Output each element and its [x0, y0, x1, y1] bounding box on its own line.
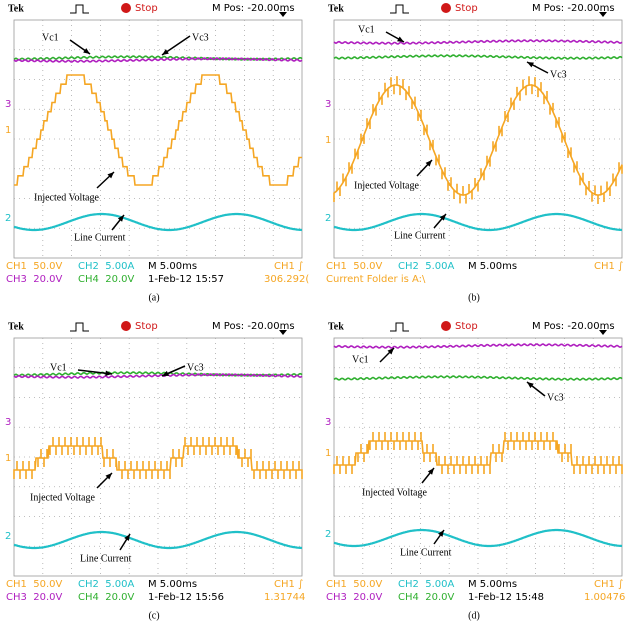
channel-marker: 3 [325, 99, 331, 110]
injected-label: Injected Voltage [30, 492, 95, 503]
trigger-icon [390, 323, 409, 331]
vc1-label: Vc1 [50, 362, 67, 373]
trigger-setting: CH1 ∫ [274, 579, 303, 590]
stop-dot [441, 3, 451, 13]
channel-marker: 2 [325, 529, 331, 540]
brand: Tek [328, 321, 344, 332]
injected-label: Injected Voltage [362, 487, 427, 498]
brand: Tek [328, 3, 344, 14]
trigger-arrow [599, 330, 607, 335]
trigger-icon [70, 323, 89, 331]
status: Stop [455, 321, 478, 332]
channel-marker: 3 [325, 417, 331, 428]
current-label: Line Current [74, 232, 126, 243]
ch4-setting: CH4 20.0V [78, 274, 134, 285]
ch2-setting: CH2 5.00A [78, 261, 134, 272]
vc3-label: Vc3 [187, 362, 204, 373]
caption: (b) [468, 292, 480, 303]
trigger-arrow [279, 330, 287, 335]
vc3-label: Vc3 [192, 32, 209, 43]
channel-marker: 3 [5, 99, 11, 110]
channel-marker: 1 [325, 135, 331, 146]
current-label: Line Current [400, 547, 452, 558]
channel-marker: 1 [5, 453, 11, 464]
status: Stop [135, 321, 158, 332]
caption: (a) [148, 292, 159, 303]
status: Stop [135, 3, 158, 14]
ch4-setting: CH4 20.0V [78, 592, 134, 603]
vc1-label: Vc1 [42, 32, 59, 43]
frequency-readout: 1.31744 [264, 592, 305, 603]
timebase: M 5.00ms [148, 261, 197, 272]
injected-label: Injected Voltage [34, 192, 99, 203]
date-time: 1-Feb-12 15:56 [148, 592, 224, 603]
vc3-label: Vc3 [547, 392, 564, 403]
status: Stop [455, 3, 478, 14]
ch2-setting: CH2 5.00A [398, 579, 454, 590]
channel-marker: 1 [5, 125, 11, 136]
channel-marker: 3 [5, 417, 11, 428]
trigger-arrow [599, 12, 607, 17]
folder-info: Current Folder is A:\ [326, 274, 426, 285]
ch1-setting: CH1 50.0V [326, 261, 382, 272]
date-time: 1-Feb-12 15:48 [468, 592, 544, 603]
vc1-label: Vc1 [358, 24, 375, 35]
brand: Tek [8, 321, 24, 332]
vc1-label: Vc1 [352, 354, 369, 365]
stop-dot [121, 321, 131, 331]
stop-dot [121, 3, 131, 13]
trigger-setting: CH1 ∫ [594, 579, 623, 590]
ch3-setting: CH3 20.0V [326, 592, 382, 603]
current-label: Line Current [80, 553, 132, 564]
caption: (c) [148, 610, 159, 621]
ch1-setting: CH1 50.0V [6, 579, 62, 590]
ch2-setting: CH2 5.00A [398, 261, 454, 272]
figure: TekStopM Pos: -20.00ms312Vc1Vc3Injected … [0, 0, 626, 629]
trigger-setting: CH1 ∫ [594, 261, 623, 272]
ch1-setting: CH1 50.0V [6, 261, 62, 272]
channel-marker: 2 [5, 213, 11, 224]
ch3-setting: CH3 20.0V [6, 274, 62, 285]
timebase: M 5.00ms [468, 579, 517, 590]
timebase: M 5.00ms [468, 261, 517, 272]
frequency-readout: 1.00476 [584, 592, 625, 603]
trigger-setting: CH1 ∫ [274, 261, 303, 272]
frequency-readout: 306.292( [264, 274, 309, 285]
injected-label: Injected Voltage [354, 180, 419, 191]
channel-marker: 1 [325, 448, 331, 459]
trigger-icon [390, 5, 409, 13]
ch1-setting: CH1 50.0V [326, 579, 382, 590]
ch3-setting: CH3 20.0V [6, 592, 62, 603]
current-label: Line Current [394, 230, 446, 241]
timebase: M 5.00ms [148, 579, 197, 590]
channel-marker: 2 [5, 531, 11, 542]
trigger-arrow [279, 12, 287, 17]
brand: Tek [8, 3, 24, 14]
vc3-label: Vc3 [550, 69, 567, 80]
date-time: 1-Feb-12 15:57 [148, 274, 224, 285]
caption: (d) [468, 610, 480, 621]
ch2-setting: CH2 5.00A [78, 579, 134, 590]
ch4-setting: CH4 20.0V [398, 592, 454, 603]
channel-marker: 2 [325, 213, 331, 224]
trigger-icon [70, 5, 89, 13]
stop-dot [441, 321, 451, 331]
